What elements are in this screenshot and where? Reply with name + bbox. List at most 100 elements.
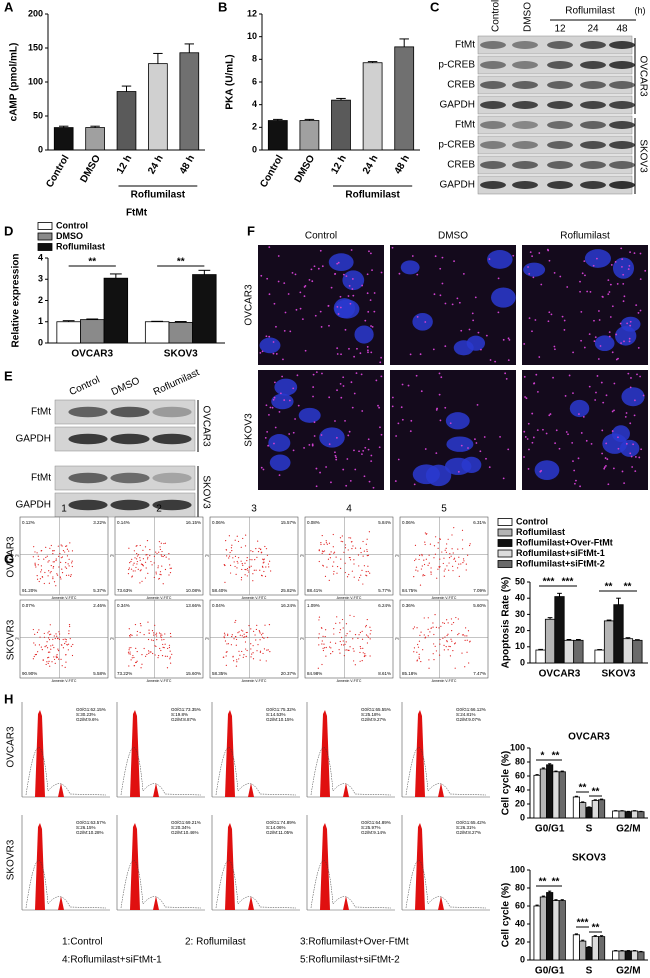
ftmt-signal: [590, 442, 593, 445]
flow-event: [34, 644, 36, 646]
flow-row-label: SKOVR3: [6, 619, 17, 660]
ftmt-signal: [319, 249, 322, 252]
g2-peak: [343, 896, 349, 910]
flow-event: [255, 569, 257, 571]
ftmt-signal: [361, 284, 364, 287]
ftmt-signal: [264, 436, 267, 439]
flow-plot: [209, 516, 299, 596]
ftmt-signal: [303, 286, 306, 288]
bar: [546, 764, 554, 819]
ftmt-signal: [475, 442, 478, 444]
ftmt-signal: [567, 433, 569, 436]
ftmt-signal: [629, 324, 632, 327]
flow-event: [61, 571, 64, 574]
flow-event: [67, 643, 70, 645]
bar: [618, 810, 626, 819]
quadrant-value: 6.24%: [378, 603, 391, 608]
flow-event: [451, 534, 453, 536]
cycle-stat: G2/M:8.87%: [171, 717, 196, 722]
flow-event: [251, 653, 253, 655]
flow-event: [61, 556, 64, 558]
flow-event: [160, 542, 162, 544]
flow-event: [332, 546, 334, 548]
flow-event: [50, 645, 52, 647]
flow-event: [57, 637, 59, 639]
flow-event: [141, 564, 144, 566]
ftmt-signal: [368, 250, 370, 253]
flow-event: [323, 643, 325, 645]
cycle-stat: G0/G1:75.32%: [266, 707, 296, 712]
ftmt-signal: [342, 385, 345, 387]
blot-band: [512, 161, 538, 169]
ftmt-signal: [361, 410, 364, 412]
flow-event: [266, 554, 269, 556]
ftmt-signal: [375, 379, 378, 382]
flow-event: [237, 540, 240, 543]
ftmt-signal: [488, 466, 491, 469]
g1-peak: [415, 710, 425, 797]
flow-event: [72, 643, 74, 646]
g1-peak: [320, 710, 330, 797]
flow-event: [66, 644, 68, 646]
ftmt-signal: [607, 483, 610, 486]
blot-band: [547, 121, 573, 129]
blot-group-label: Roflumilast: [565, 6, 615, 17]
y-tick-label: 100: [510, 742, 525, 752]
flow-event: [445, 547, 447, 550]
flow-event: [418, 653, 420, 655]
flow-event: [228, 535, 230, 537]
flow-event: [145, 554, 147, 556]
flow-event: [415, 558, 417, 560]
ftmt-signal: [373, 310, 376, 313]
flow-event: [453, 557, 456, 559]
flow-event: [458, 556, 460, 558]
flow-event: [255, 548, 257, 550]
cycle-stat: S:14.06%: [266, 825, 286, 830]
flow-event: [264, 545, 266, 548]
ftmt-signal: [579, 290, 581, 293]
flow-event: [366, 642, 369, 644]
flow-event: [62, 638, 64, 641]
flow-event: [135, 545, 137, 547]
flow-event: [65, 561, 67, 564]
ftmt-signal: [433, 293, 436, 296]
flow-event: [49, 651, 51, 653]
flow-event: [458, 632, 460, 635]
flow-event: [150, 560, 152, 563]
flow-event: [170, 567, 172, 569]
flow-event: [169, 567, 171, 569]
flow-y-axis-label: PI: [15, 554, 18, 558]
significance-label: *: [541, 751, 545, 762]
flow-event: [241, 568, 243, 571]
cycle-stat: S:20.34%: [171, 825, 191, 830]
fit-curve: [25, 860, 107, 909]
blot-column-label: 48: [616, 24, 628, 35]
ftmt-signal: [308, 443, 311, 446]
ftmt-signal: [564, 395, 567, 397]
ftmt-signal: [358, 450, 360, 453]
ftmt-signal: [637, 312, 640, 314]
flow-event: [446, 565, 448, 567]
flow-event: [128, 653, 130, 655]
flow-event: [366, 550, 368, 553]
flow-event: [242, 630, 244, 632]
flow-event: [69, 625, 71, 628]
group-label: Roflumilast: [131, 190, 186, 201]
flow-event: [318, 616, 321, 618]
flow-event: [353, 650, 355, 652]
flow-event: [144, 561, 147, 563]
flow-event: [156, 639, 158, 641]
ftmt-signal: [278, 410, 281, 413]
ftmt-signal: [462, 272, 465, 275]
bar: [539, 768, 547, 819]
flow-y-axis-label: PI: [395, 637, 398, 641]
flow-event: [169, 656, 171, 658]
flow-event: [416, 660, 418, 662]
quadrant-value: 58.40%: [212, 588, 227, 593]
cycle-stat: G2/M:9.6%: [76, 717, 99, 722]
flow-event: [168, 558, 170, 560]
nucleus: [594, 335, 615, 352]
flow-event: [161, 550, 163, 553]
cycle-stat: G0/G1:65.55%: [361, 707, 391, 712]
flow-event: [344, 643, 346, 645]
